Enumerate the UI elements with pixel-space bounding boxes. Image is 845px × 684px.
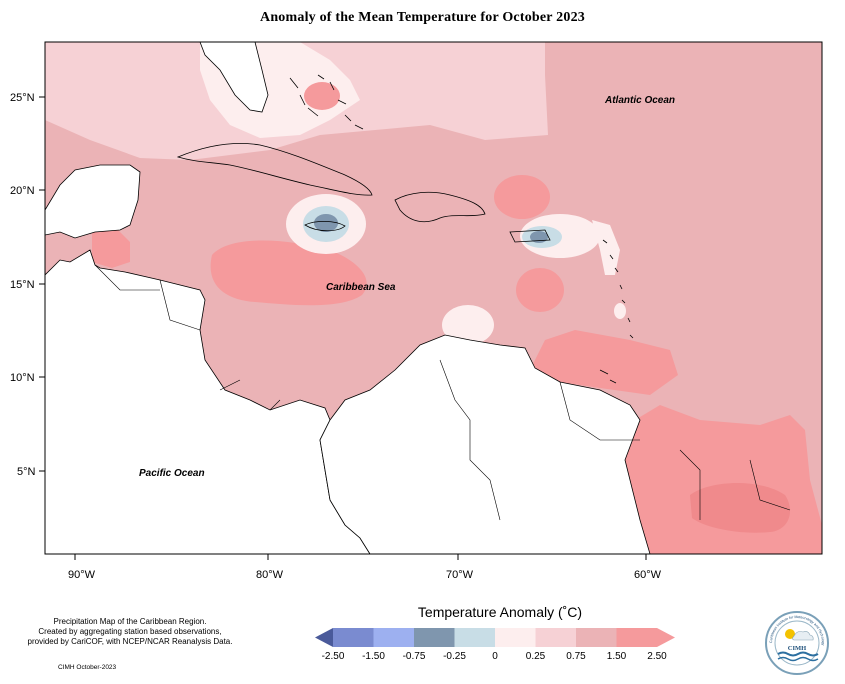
label-atlantic-ocean: Atlantic Ocean bbox=[604, 95, 675, 106]
x-tick-label: 60°W bbox=[634, 569, 662, 581]
land-mexico-yucatan bbox=[45, 164, 141, 239]
y-tick-label: 25°N bbox=[10, 92, 35, 104]
credits-line: Created by aggregating station based obs… bbox=[38, 627, 222, 636]
land-lesser-antilles bbox=[599, 239, 634, 384]
land-jamaica bbox=[304, 220, 346, 232]
legend-arrow-high bbox=[657, 628, 675, 647]
anomaly-spot-east-caribbean bbox=[516, 268, 564, 312]
legend-title: Temperature Anomaly (˚C) bbox=[417, 604, 583, 620]
land-puertorico bbox=[509, 229, 551, 243]
y-tick-label: 15°N bbox=[10, 279, 35, 291]
anomaly-cold-jamaica bbox=[314, 214, 338, 232]
legend-label: -0.25 bbox=[443, 651, 466, 662]
legend-swatch bbox=[333, 628, 374, 647]
legend-swatch bbox=[576, 628, 617, 647]
anomaly-zone-venezuela-coast bbox=[530, 330, 678, 395]
anomaly-spot-small-antilles bbox=[614, 303, 626, 319]
land-cuba bbox=[176, 143, 373, 196]
anomaly-zone-guianas-core bbox=[690, 482, 790, 533]
legend-label: 1.50 bbox=[607, 651, 627, 662]
legend-label: -0.75 bbox=[403, 651, 426, 662]
anomaly-spot-hispaniola-north bbox=[494, 175, 550, 219]
anomaly-spot-aruba bbox=[442, 305, 494, 345]
legend-swatch bbox=[454, 628, 495, 647]
country-borders bbox=[94, 264, 791, 521]
map-title: Anomaly of the Mean Temperature for Octo… bbox=[260, 10, 585, 25]
credits-text: Precipitation Map of the Caribbean Regio… bbox=[10, 617, 250, 647]
credits-line: Precipitation Map of the Caribbean Regio… bbox=[53, 617, 207, 626]
land-south-america bbox=[319, 334, 651, 554]
anomaly-zone-belize bbox=[92, 230, 130, 268]
legend-label: 0.75 bbox=[566, 651, 586, 662]
land-hispaniola bbox=[394, 191, 486, 223]
legend-swatch bbox=[414, 628, 455, 647]
anomaly-spot-bahamas bbox=[304, 82, 340, 110]
y-tick-label: 10°N bbox=[10, 372, 35, 384]
credits-date: CIMH October-2023 bbox=[58, 664, 117, 671]
legend-label: -2.50 bbox=[322, 651, 345, 662]
credits-line: provided by CariCOF, with NCEP/NCAR Rean… bbox=[27, 637, 233, 646]
legend-label: -1.50 bbox=[362, 651, 385, 662]
legend-swatch bbox=[373, 628, 414, 647]
anomaly-zone-guianas bbox=[620, 405, 822, 554]
y-tick-label: 5°N bbox=[17, 466, 36, 478]
label-pacific-ocean: Pacific Ocean bbox=[139, 468, 205, 479]
x-tick-label: 80°W bbox=[256, 569, 284, 581]
x-tick-label: 70°W bbox=[446, 569, 474, 581]
sun-icon bbox=[785, 629, 795, 639]
map-frame bbox=[44, 41, 823, 555]
land-florida bbox=[199, 42, 269, 113]
logo-text: CIMH bbox=[788, 645, 806, 652]
x-tick-label: 90°W bbox=[68, 569, 96, 581]
legend-arrow-low bbox=[315, 628, 333, 647]
waves-icon bbox=[777, 651, 819, 657]
legend-label: 0.25 bbox=[526, 651, 546, 662]
anomaly-zone-1.50-2.50-caribbean bbox=[210, 240, 367, 306]
land-bahamas bbox=[289, 74, 364, 130]
temperature-anomaly-map: 90°W 80°W 70°W 60°W 25°N 20°N 15°N 10°N … bbox=[10, 41, 823, 581]
cloud-icon bbox=[792, 631, 814, 641]
y-tick-label: 20°N bbox=[10, 185, 35, 197]
legend-swatch bbox=[495, 628, 536, 647]
x-axis-ticks bbox=[74, 554, 647, 560]
legend-swatch bbox=[616, 628, 657, 647]
legend-swatch bbox=[535, 628, 576, 647]
legend-label: 0 bbox=[492, 651, 498, 662]
anomaly-ring-antilles bbox=[592, 220, 620, 275]
y-axis-ticks bbox=[39, 96, 45, 472]
legend-label: 2.50 bbox=[647, 651, 667, 662]
cimh-logo: CIMH Caribbean Institute for Meteorology… bbox=[765, 611, 829, 675]
label-caribbean-sea: Caribbean Sea bbox=[326, 282, 396, 293]
